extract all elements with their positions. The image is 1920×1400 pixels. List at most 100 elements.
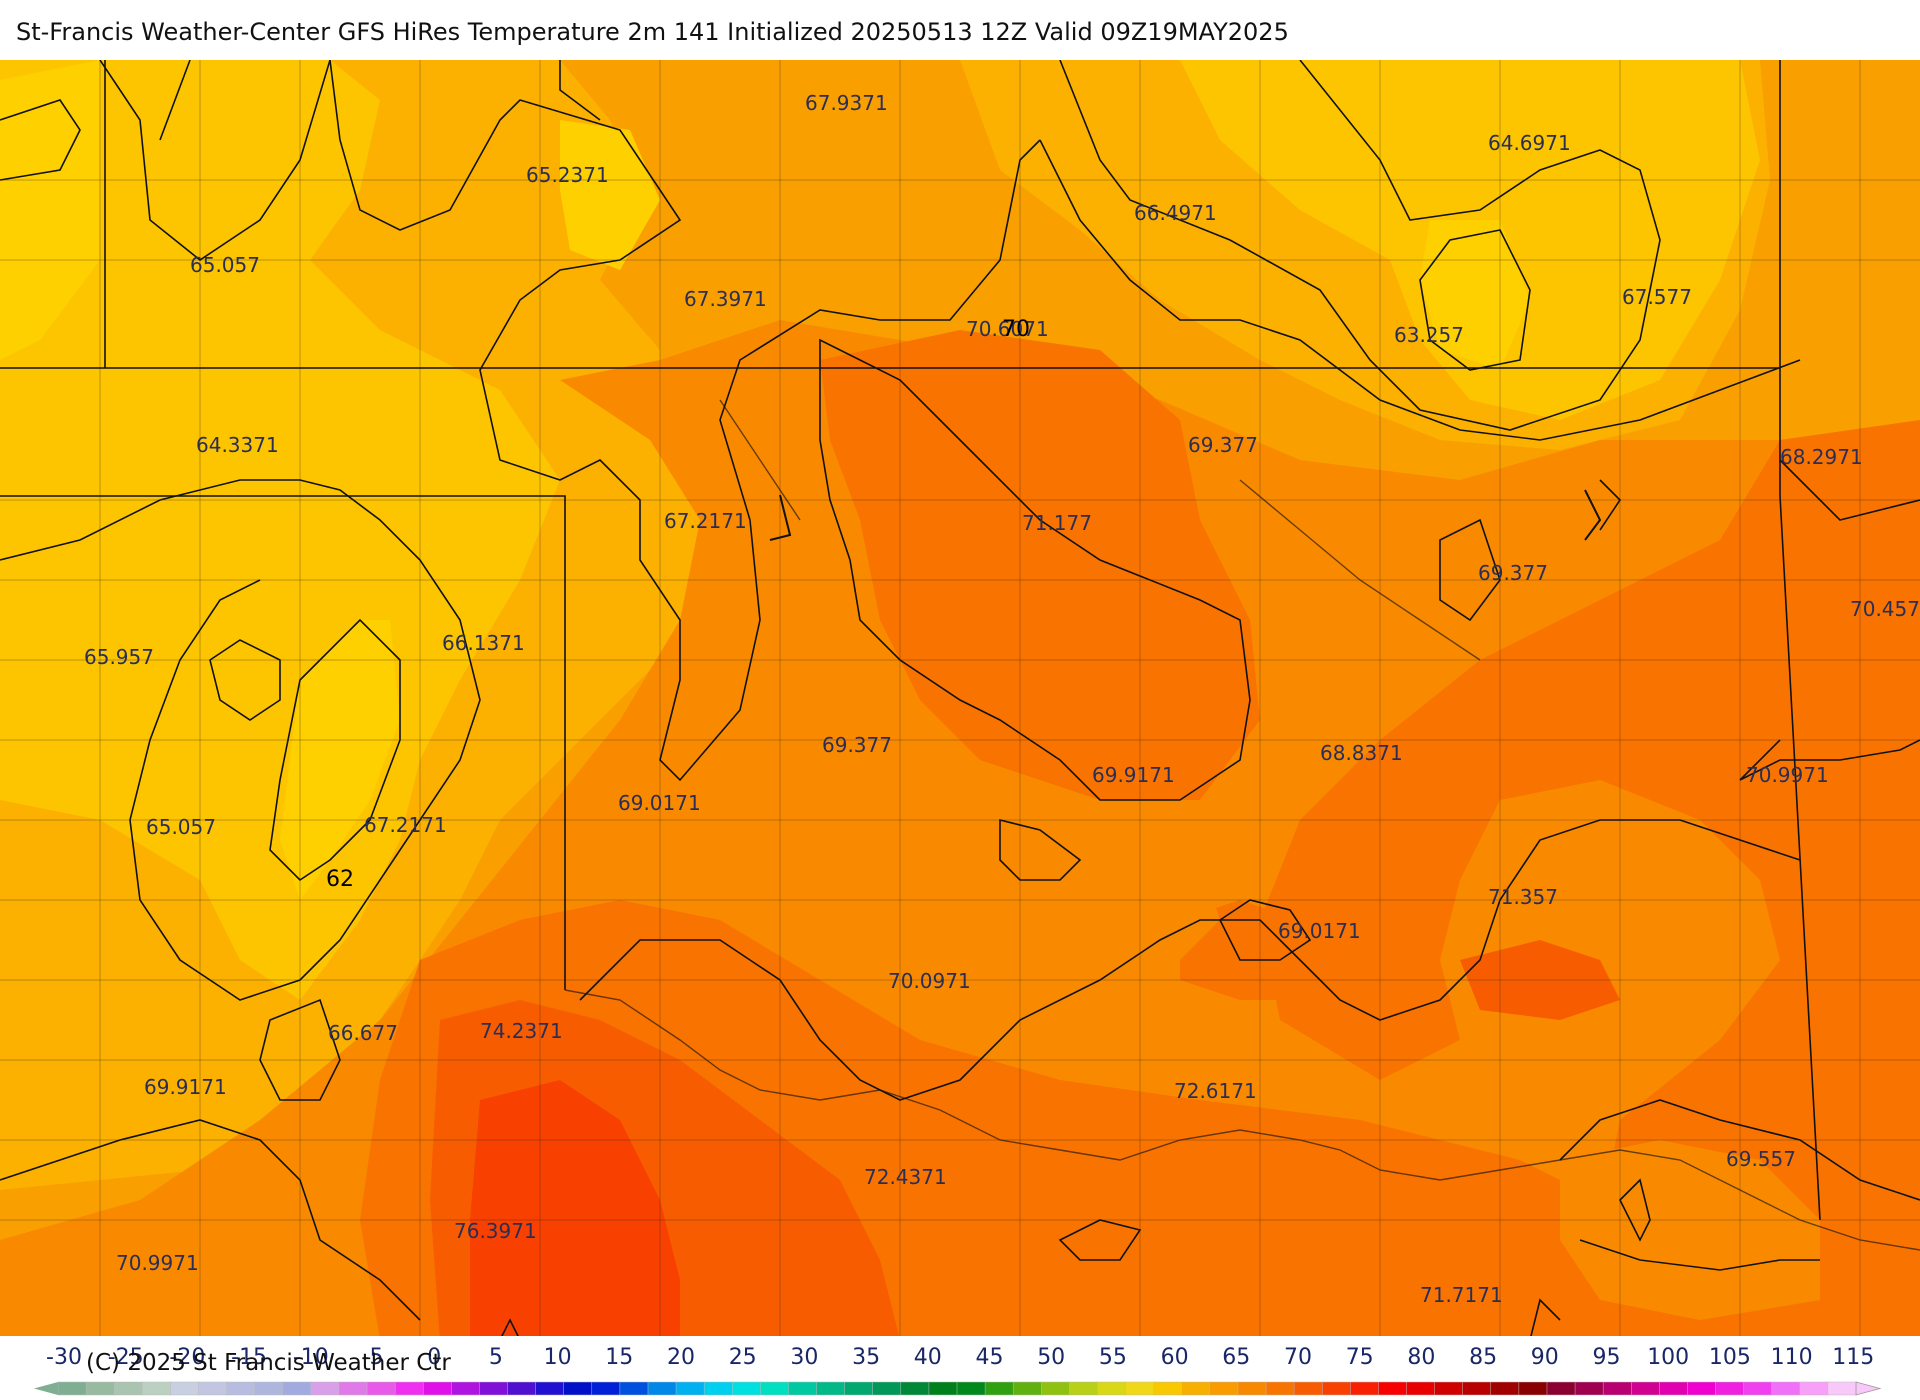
legend-color-swatch	[1827, 1381, 1857, 1396]
legend-color-swatch	[1069, 1381, 1099, 1396]
legend-color-swatch	[57, 1381, 87, 1396]
legend-tick-label: -15	[231, 1345, 267, 1370]
legend-color-swatch	[394, 1381, 425, 1396]
temperature-label: 65.057	[146, 815, 216, 839]
isoline-labels: 70 62	[326, 317, 1030, 892]
legend-color-swatch	[198, 1381, 228, 1396]
temperature-label: 66.677	[328, 1021, 398, 1045]
legend-color-swatch	[226, 1381, 256, 1396]
legend-tick-label: -5	[362, 1345, 384, 1370]
isoline-label: 70	[1002, 317, 1030, 342]
legend-tick-label: 90	[1531, 1345, 1559, 1370]
temperature-label: 69.377	[1188, 433, 1258, 457]
temperature-label: 70.9971	[116, 1251, 199, 1275]
temperature-label: 66.1371	[442, 631, 525, 655]
legend-color-swatch	[85, 1381, 116, 1396]
legend-color-swatch	[647, 1381, 677, 1396]
legend-color-swatch	[1490, 1381, 1520, 1396]
legend-color-swatch	[1041, 1381, 1071, 1396]
legend-color-swatch	[422, 1381, 453, 1396]
temperature-label: 71.7171	[1420, 1283, 1503, 1307]
legend-color-swatch	[1546, 1381, 1576, 1396]
legend-color-swatch	[1462, 1381, 1492, 1396]
legend-color-swatch	[1350, 1381, 1380, 1396]
legend-color-swatch	[1659, 1381, 1689, 1396]
legend-color-swatch	[479, 1381, 509, 1396]
legend-color-swatch	[563, 1381, 593, 1396]
legend-color-swatch	[675, 1381, 705, 1396]
temperature-labels: 67.9371 65.2371 65.057 67.3971 66.4971 6…	[84, 91, 1920, 1307]
temperature-label: 67.577	[1622, 285, 1692, 309]
temperature-label: 64.6971	[1488, 131, 1571, 155]
legend-color-swatch	[1518, 1381, 1548, 1396]
cool-temperature-zones	[0, 60, 1770, 1190]
legend-color-swatch	[1631, 1381, 1661, 1396]
temperature-label: 67.2171	[664, 509, 747, 533]
legend-color-swatch	[984, 1381, 1015, 1396]
legend-tick-label: 0	[427, 1345, 441, 1370]
legend-right-arrow	[1855, 1381, 1882, 1396]
legend-tick-label: 35	[852, 1345, 880, 1370]
temperature-label: 63.257	[1394, 323, 1464, 347]
legend-tick-labels: -30 -25 -20 -15 -10 -5 0 5 10 15 20 25 30 35 40 45 50 55 6…	[46, 1345, 1874, 1370]
temperature-label: 68.8371	[1320, 741, 1403, 765]
temperature-label: 69.377	[822, 733, 892, 757]
temperature-label: 67.9371	[805, 91, 888, 115]
legend-color-swatch	[451, 1381, 481, 1396]
legend-color-swatch	[282, 1381, 312, 1396]
legend-color-swatch	[1715, 1381, 1745, 1396]
legend-color-swatch	[113, 1381, 144, 1396]
legend-color-swatch	[928, 1381, 958, 1396]
legend-tick-label: 50	[1037, 1345, 1065, 1370]
legend-color-swatch	[1687, 1381, 1717, 1396]
legend-color-swatch	[1378, 1381, 1408, 1396]
temperature-label: 65.2371	[526, 163, 609, 187]
legend-color-swatch	[760, 1381, 790, 1396]
wind-barbs	[769, 489, 1602, 541]
temperature-label: 76.3971	[454, 1219, 537, 1243]
legend-tick-label: 10	[544, 1345, 572, 1370]
legend-color-swatch	[338, 1381, 368, 1396]
temperature-label: 72.6171	[1174, 1079, 1257, 1103]
legend-color-swatch	[591, 1381, 621, 1396]
legend-color-swatch	[1321, 1381, 1352, 1396]
legend-tick-label: 100	[1647, 1345, 1689, 1370]
legend-color-swatch	[170, 1381, 200, 1396]
legend-tick-label: 110	[1771, 1345, 1813, 1370]
legend-tick-label: 60	[1161, 1345, 1189, 1370]
legend-color-bar	[34, 1381, 1882, 1396]
legend-tick-label: 75	[1346, 1345, 1374, 1370]
legend-color-swatch	[788, 1381, 818, 1396]
legend-tick-label: 95	[1593, 1345, 1621, 1370]
legend-tick-label: 45	[976, 1345, 1004, 1370]
legend-color-swatch	[1434, 1381, 1464, 1396]
legend-tick-label: 65	[1222, 1345, 1250, 1370]
temperature-map: 67.9371 65.2371 65.057 67.3971 66.4971 6…	[0, 60, 1920, 1340]
legend-color-swatch	[1209, 1381, 1239, 1396]
legend-color-swatch	[1771, 1381, 1801, 1396]
legend-color-swatch	[844, 1381, 874, 1396]
legend-color-swatch	[703, 1381, 734, 1396]
temperature-label: 69.9171	[1092, 763, 1175, 787]
temperature-label: 68.2971	[1780, 445, 1863, 469]
legend-tick-label: 80	[1407, 1345, 1435, 1370]
isoline-label: 62	[326, 867, 354, 892]
legend-color-swatch	[1237, 1381, 1267, 1396]
legend-color-swatch	[956, 1381, 986, 1396]
legend-left-arrow	[34, 1382, 58, 1395]
color-scale-legend: -30 -25 -20 -15 -10 -5 0 5 10 15 20 25 30 35 40 45 50 55 6…	[0, 1336, 1920, 1400]
legend-tick-label: 25	[729, 1345, 757, 1370]
temperature-label: 71.177	[1022, 511, 1092, 535]
legend-tick-label: 55	[1099, 1345, 1127, 1370]
title-bar: St-Francis Weather-Center GFS HiRes Temp…	[0, 0, 1920, 60]
temperature-label: 66.4971	[1134, 201, 1217, 225]
temperature-label: 74.2371	[480, 1019, 563, 1043]
temperature-label: 69.0171	[1278, 919, 1361, 943]
legend-color-swatch	[1406, 1381, 1436, 1396]
temperature-label: 65.057	[190, 253, 260, 277]
legend-color-swatch	[872, 1381, 902, 1396]
legend-color-swatch	[619, 1381, 649, 1396]
temperature-label: 67.3971	[684, 287, 767, 311]
legend-tick-label: 20	[667, 1345, 695, 1370]
legend-tick-label: 15	[605, 1345, 633, 1370]
